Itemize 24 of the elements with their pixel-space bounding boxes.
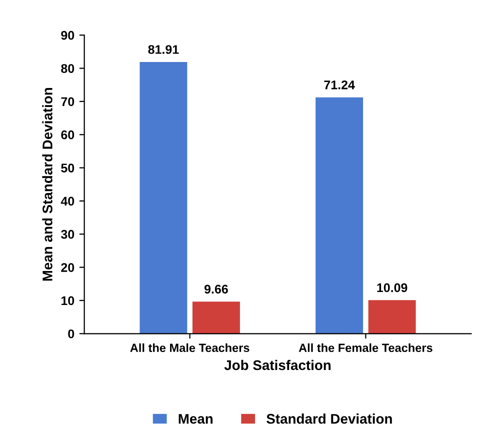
y-tick-label: 80 [61, 64, 74, 73]
x-tick-label: All the Male Teachers [130, 343, 250, 352]
data-label: 71.24 [324, 80, 355, 90]
bar [316, 97, 364, 334]
bar [368, 300, 416, 334]
y-tick-label: 70 [61, 97, 74, 106]
y-tick-label: 20 [61, 263, 74, 272]
y-tick-label: 30 [60, 230, 74, 239]
x-tick-label: All the Female Teachers [298, 343, 432, 352]
legend-label: Mean [178, 414, 213, 424]
y-tick-label: 90 [61, 30, 74, 40]
legend-label: Standard Deviation [266, 414, 392, 424]
y-tick-label: 0 [68, 329, 74, 338]
y-axis-title: Mean and Standard Deviation [42, 88, 52, 281]
y-tick-label: 40 [60, 196, 74, 206]
data-label: 81.91 [148, 45, 179, 54]
bar [140, 62, 188, 334]
y-tick-label: 50 [61, 164, 74, 172]
y-tick-label: 10 [61, 296, 74, 306]
x-axis-title: Job Satisfaction [224, 360, 331, 370]
bar [192, 302, 240, 334]
data-label: 9.66 [204, 284, 228, 294]
y-tick-label: 60 [61, 130, 74, 140]
data-label: 10.09 [377, 283, 408, 292]
